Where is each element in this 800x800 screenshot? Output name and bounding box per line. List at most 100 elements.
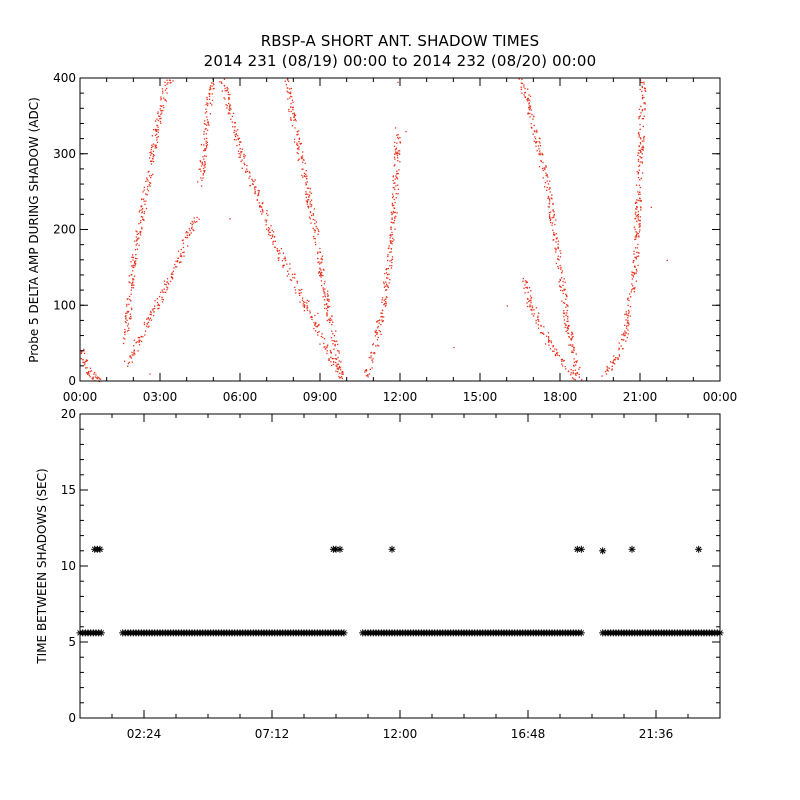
data-point — [372, 344, 374, 346]
data-point — [639, 128, 641, 130]
data-point — [306, 181, 308, 183]
data-point — [293, 141, 296, 143]
data-point — [634, 287, 636, 289]
data-point — [561, 300, 563, 302]
data-point — [147, 190, 150, 192]
data-point — [641, 82, 643, 84]
data-point — [338, 352, 340, 354]
data-point — [289, 91, 292, 93]
data-point — [318, 230, 320, 233]
data-point — [564, 326, 566, 328]
data-point — [530, 300, 532, 302]
data-point — [338, 377, 341, 379]
data-point — [297, 134, 299, 136]
data-point — [641, 161, 643, 163]
data-point — [391, 204, 393, 206]
data-point — [261, 208, 263, 211]
data-point — [551, 224, 553, 226]
data-point — [164, 81, 166, 83]
data-point — [180, 261, 182, 263]
data-point — [372, 358, 374, 360]
data-point — [564, 323, 566, 325]
data-point — [644, 102, 646, 104]
data-point — [629, 315, 631, 317]
data-point — [394, 158, 396, 160]
data-point — [152, 156, 154, 158]
data-point — [630, 291, 632, 293]
data-point — [207, 104, 209, 107]
data-point — [637, 158, 640, 161]
data-point — [556, 354, 559, 356]
data-point — [200, 165, 203, 167]
data-point — [307, 199, 309, 201]
data-point — [149, 157, 151, 159]
data-point — [198, 168, 200, 170]
data-point — [133, 278, 135, 281]
data-point — [308, 196, 310, 198]
data-point — [553, 234, 556, 236]
data-point — [284, 256, 286, 258]
data-point — [176, 260, 179, 262]
data-point — [338, 360, 340, 362]
data-point — [80, 358, 82, 360]
data-point — [318, 271, 321, 273]
data-point — [571, 377, 574, 379]
data-point — [338, 375, 340, 378]
data-point — [642, 145, 644, 147]
data-point — [575, 361, 578, 363]
data-point — [627, 324, 629, 327]
data-point — [326, 347, 328, 349]
data-point — [126, 325, 129, 327]
bottom-x-ticks: 02:24 07:12 12:00 16:48 21:36 — [79, 414, 721, 741]
data-point — [365, 369, 368, 371]
data-point — [638, 134, 640, 136]
data-point — [132, 270, 134, 272]
data-point — [572, 344, 574, 346]
data-point — [392, 196, 394, 199]
data-point — [546, 189, 548, 191]
data-point — [317, 331, 319, 334]
data-point — [129, 299, 131, 301]
data-point — [302, 297, 304, 299]
data-point — [318, 324, 320, 326]
data-point — [339, 372, 341, 374]
data-point — [253, 180, 255, 183]
data-point — [396, 151, 398, 154]
data-point — [633, 287, 635, 289]
data-point — [565, 368, 567, 370]
data-point — [392, 179, 394, 182]
data-point — [611, 361, 613, 364]
data-point — [639, 229, 641, 231]
data-point — [627, 304, 629, 306]
data-point — [618, 342, 620, 344]
data-point — [163, 280, 166, 282]
data-point — [325, 303, 327, 306]
data-point — [641, 85, 643, 88]
data-point — [138, 341, 141, 343]
data-point — [293, 112, 295, 114]
data-point — [144, 203, 146, 205]
data-point — [303, 159, 305, 161]
data-point — [643, 140, 645, 142]
data-point — [521, 82, 524, 85]
data-point — [538, 141, 540, 143]
data-point — [529, 95, 532, 97]
data-point — [620, 345, 622, 347]
data-point — [249, 172, 251, 174]
data-point — [522, 277, 524, 280]
data-point — [272, 231, 275, 233]
data-point — [563, 359, 565, 362]
data-point — [617, 357, 619, 359]
data-point — [609, 361, 612, 363]
data-point — [156, 129, 158, 131]
data-point — [237, 129, 239, 131]
data-point — [189, 229, 191, 232]
data-point — [228, 102, 230, 105]
x-tick-label: 18:00 — [543, 390, 578, 404]
data-point — [556, 352, 558, 354]
data-point — [641, 94, 644, 96]
data-point — [317, 334, 319, 336]
data-point — [323, 292, 325, 294]
data-point — [306, 200, 309, 202]
data-point — [521, 78, 523, 81]
